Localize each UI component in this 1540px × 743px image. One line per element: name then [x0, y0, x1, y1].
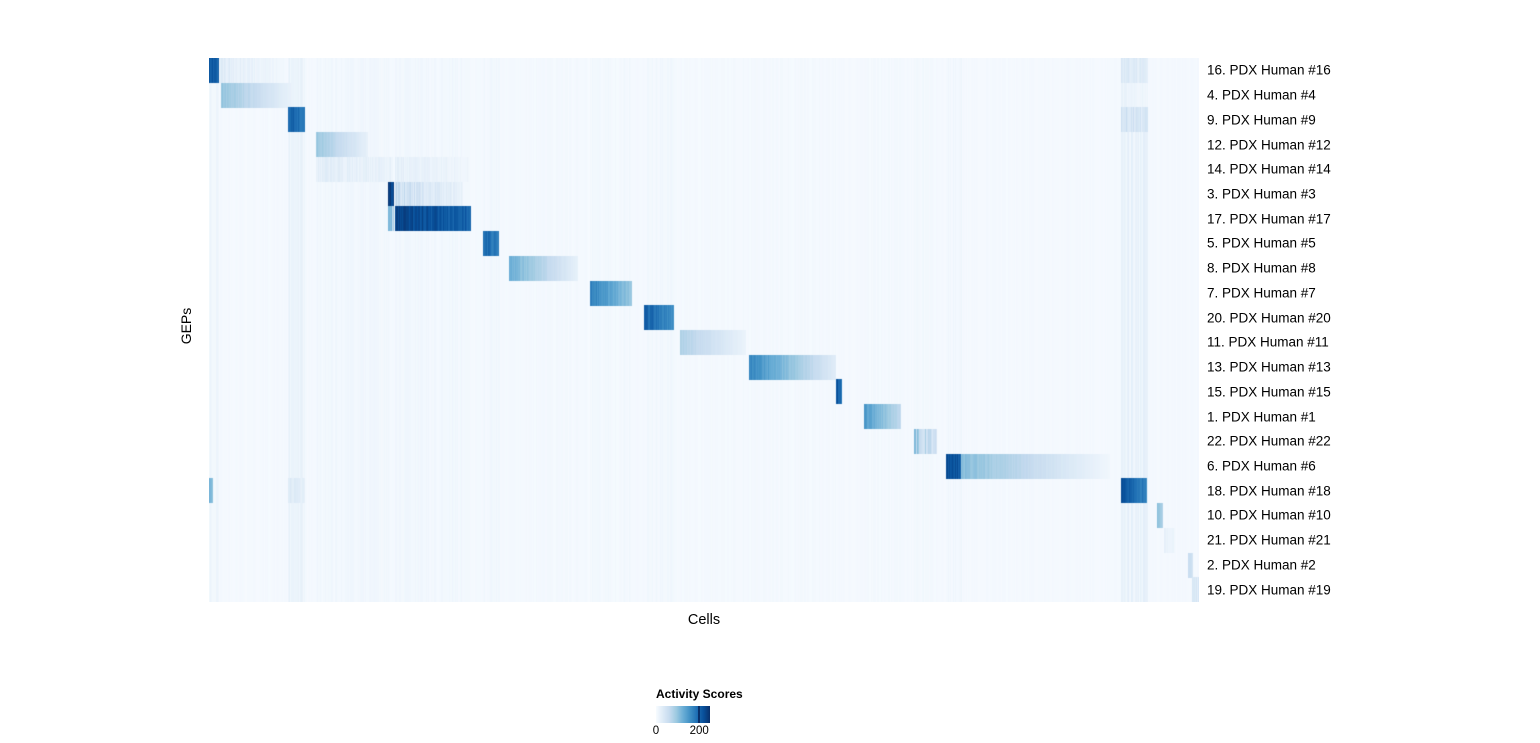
row-label: 19. PDX Human #19	[1207, 581, 1331, 597]
row-label: 2. PDX Human #2	[1207, 557, 1316, 573]
legend-tick-label-0: 0	[652, 725, 660, 737]
row-label: 3. PDX Human #3	[1207, 186, 1316, 202]
row-label: 10. PDX Human #10	[1207, 507, 1331, 523]
legend-colorbar	[656, 706, 710, 723]
legend-title: Activity Scores	[656, 687, 743, 701]
row-label: 12. PDX Human #12	[1207, 136, 1331, 152]
row-label: 18. PDX Human #18	[1207, 482, 1331, 498]
row-label: 6. PDX Human #6	[1207, 458, 1316, 474]
row-label: 1. PDX Human #1	[1207, 408, 1316, 424]
y-axis-label: GEPs	[178, 307, 194, 345]
legend-tick-label-200: 200	[689, 725, 709, 737]
x-axis-label: Cells	[687, 612, 721, 628]
row-label: 5. PDX Human #5	[1207, 235, 1316, 251]
row-label: 17. PDX Human #17	[1207, 210, 1331, 226]
row-label: 20. PDX Human #20	[1207, 309, 1331, 325]
row-label: 4. PDX Human #4	[1207, 87, 1316, 103]
legend-tick-200	[698, 706, 701, 723]
row-label: 22. PDX Human #22	[1207, 433, 1331, 449]
row-label: 14. PDX Human #14	[1207, 161, 1331, 177]
row-label: 7. PDX Human #7	[1207, 285, 1316, 301]
legend-tick-labels: 0 200	[652, 725, 710, 739]
row-label: 16. PDX Human #16	[1207, 62, 1331, 78]
activity-scores-legend: Activity Scores 0 200	[652, 687, 776, 739]
row-label: 9. PDX Human #9	[1207, 112, 1316, 128]
row-label: 11. PDX Human #11	[1207, 334, 1329, 350]
row-label: 13. PDX Human #13	[1207, 359, 1331, 375]
row-label: 21. PDX Human #21	[1207, 532, 1331, 548]
row-labels: 16. PDX Human #16 4. PDX Human #4 9. PDX H…	[1207, 58, 1527, 602]
row-label: 8. PDX Human #8	[1207, 260, 1316, 276]
row-label: 15. PDX Human #15	[1207, 384, 1331, 400]
heatmap-canvas	[209, 58, 1199, 602]
